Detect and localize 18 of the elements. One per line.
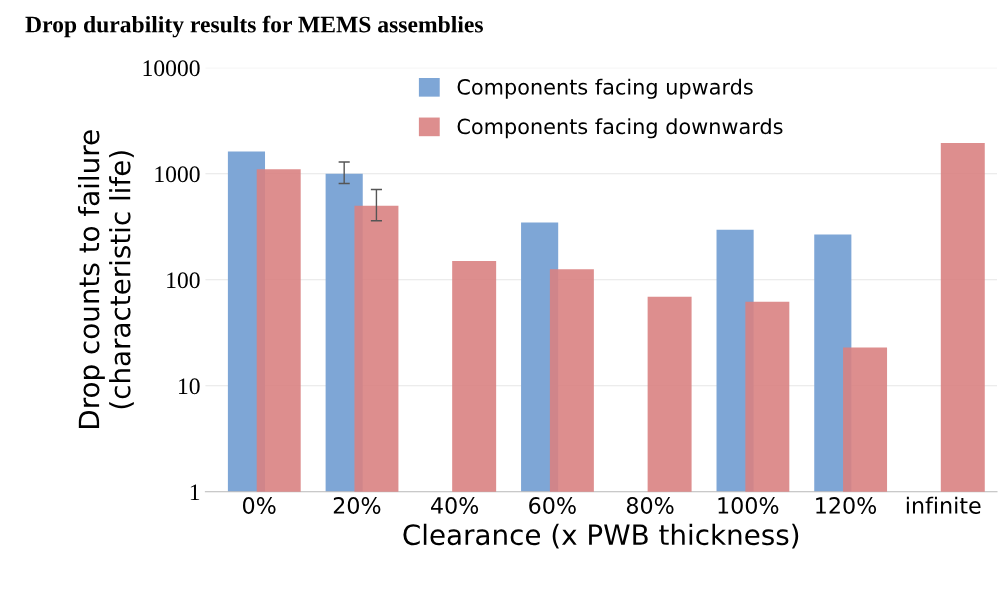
x-tick-label: 120% xyxy=(816,497,877,514)
legend-label: Components facing downwards xyxy=(457,118,783,139)
x-tick-label: 100% xyxy=(718,497,779,514)
x-tick-label: 60% xyxy=(529,497,576,514)
x-axis-title: Clearance (x PWB thickness) xyxy=(403,523,799,549)
y-tick-label: 10 xyxy=(179,378,200,395)
x-tick-label: 40% xyxy=(431,497,479,514)
y-axis-title: Drop counts to failure (characteristic life) xyxy=(77,130,134,428)
y-tick-label: 1000 xyxy=(155,166,200,183)
chart-title: Drop durability results for MEMS assemblies xyxy=(25,15,483,38)
y-tick-label: 10000 xyxy=(143,60,200,77)
legend-label: Components facing upwards xyxy=(457,78,753,99)
y-tick-label: 1 xyxy=(190,484,200,501)
x-tick-label: 0% xyxy=(243,497,276,514)
y-tick-label: 100 xyxy=(167,272,200,289)
x-tick-label: 80% xyxy=(626,497,674,514)
x-tick-label: 20% xyxy=(333,497,381,514)
x-tick-label: infinite xyxy=(906,496,981,514)
